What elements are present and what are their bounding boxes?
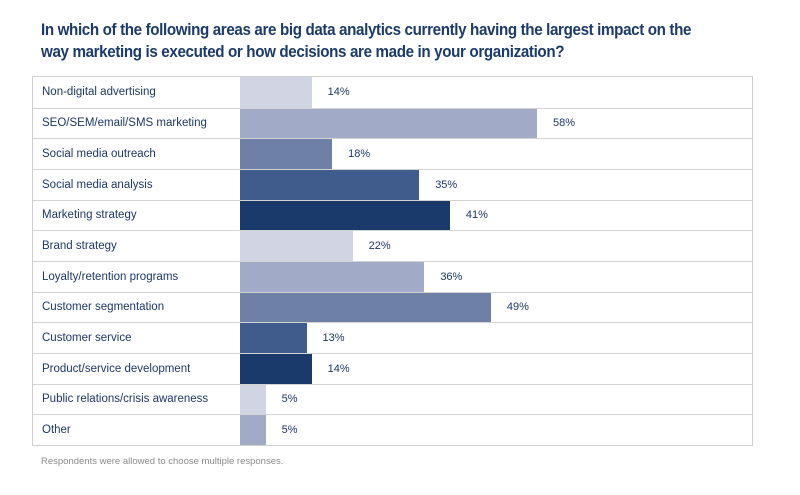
bar [240,77,312,108]
category-label: SEO/SEM/email/SMS marketing [42,117,207,130]
bar [240,108,537,139]
bar [240,292,491,323]
value-label: 14% [327,86,350,99]
bar [240,231,353,261]
value-label: 18% [348,148,371,161]
chart-row: Non-digital advertising 14% [33,77,752,108]
value-label: 13% [322,332,345,345]
chart-row: Marketing strategy 41% [33,199,752,231]
category-label: Customer service [42,332,132,345]
chart-row: Other 5% [33,414,752,445]
category-label: Social media analysis [42,178,153,191]
chart-row: Social media outreach 18% [33,138,752,169]
bar [240,323,307,353]
category-label: Loyalty/retention programs [42,270,179,283]
bar [240,354,312,384]
chart-row: Customer segmentation 49% [33,291,752,323]
chart-row: Public relations/crisis awareness 5% [33,383,752,415]
bar [240,384,266,415]
chart-row: Social media analysis 35% [33,169,752,200]
category-label: Marketing strategy [42,209,137,222]
value-label: 58% [552,117,575,130]
chart-title: In which of the following areas are big … [41,21,692,61]
bar [240,415,266,445]
chart-table: Non-digital advertising 14% SEO/SEM/email/… [32,76,753,446]
bar [240,262,425,292]
chart-row: Loyalty/retention programs 36% [33,261,752,292]
chart-row: Customer service 13% [33,322,752,353]
category-label: Other [42,424,71,437]
category-label: Customer segmentation [42,301,165,314]
category-label: Product/service development [42,362,191,375]
bar [240,170,420,200]
chart-row: SEO/SEM/email/SMS marketing 58% [33,107,752,139]
category-label: Non-digital advertising [42,86,156,99]
value-label: 35% [435,178,458,191]
bar [240,200,450,231]
value-label: 36% [440,270,463,283]
value-label: 5% [281,393,298,406]
value-label: 49% [506,301,529,314]
value-label: 22% [368,240,391,253]
category-label: Public relations/crisis awareness [42,393,209,406]
value-label: 5% [281,424,298,437]
chart-footnote: Respondents were allowed to choose multi… [41,456,284,467]
category-label: Social media outreach [42,148,156,161]
value-label: 41% [465,209,488,222]
chart-row: Brand strategy 22% [33,230,752,261]
chart-row: Product/service development 14% [33,353,752,384]
bar [240,139,333,169]
value-label: 14% [327,362,350,375]
category-label: Brand strategy [42,240,117,253]
